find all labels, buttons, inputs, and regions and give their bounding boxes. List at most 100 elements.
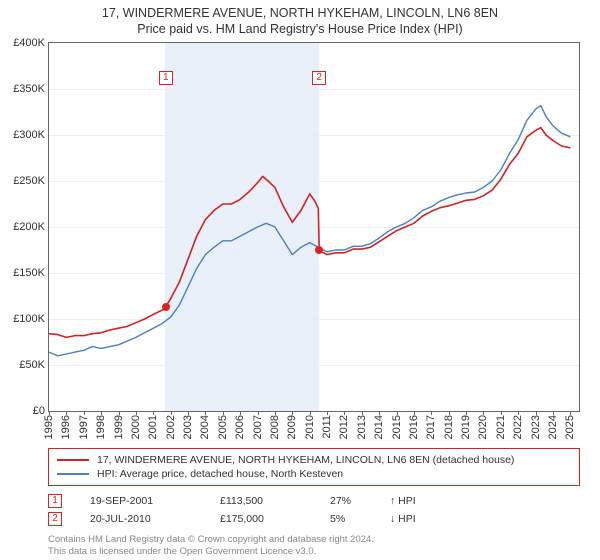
x-axis-label: 2016 (408, 415, 420, 439)
x-axis-label: 2024 (547, 415, 559, 439)
x-tick (240, 411, 241, 415)
sale-marker-1: 1 (159, 71, 173, 85)
x-tick (449, 411, 450, 415)
x-axis-label: 2008 (269, 415, 281, 439)
x-axis-label: 2015 (391, 415, 403, 439)
x-tick (188, 411, 189, 415)
x-tick (431, 411, 432, 415)
sales-pct: 27% (330, 495, 390, 507)
x-axis-label: 2011 (321, 415, 333, 439)
legend-label: HPI: Average price, detached house, Nort… (97, 468, 343, 480)
y-axis-label: £400K (13, 37, 45, 49)
x-axis-label: 1995 (43, 415, 55, 439)
x-axis-label: 2023 (530, 415, 542, 439)
x-axis-label: 2004 (199, 415, 211, 439)
y-axis-label: £100K (13, 313, 45, 325)
x-axis-label: 2003 (182, 415, 194, 439)
x-axis-label: 1996 (60, 415, 72, 439)
x-axis-label: 2025 (564, 415, 576, 439)
x-tick (518, 411, 519, 415)
x-axis-label: 2012 (338, 415, 350, 439)
x-tick (84, 411, 85, 415)
x-tick (171, 411, 172, 415)
x-axis-label: 2022 (512, 415, 524, 439)
x-tick (362, 411, 363, 415)
sales-price: £175,000 (220, 513, 330, 525)
x-axis-label: 2017 (425, 415, 437, 439)
x-axis-label: 1999 (113, 415, 125, 439)
x-axis-label: 2000 (130, 415, 142, 439)
x-tick (483, 411, 484, 415)
x-tick (501, 411, 502, 415)
x-axis-label: 2014 (373, 415, 385, 439)
series-property (49, 128, 570, 338)
x-tick (344, 411, 345, 415)
x-tick (570, 411, 571, 415)
x-tick (379, 411, 380, 415)
sale-dot-2 (315, 246, 323, 254)
x-tick (136, 411, 137, 415)
x-tick (223, 411, 224, 415)
sales-row-2: 2 20-JUL-2010£175,0005%↓ HPI (48, 510, 580, 528)
footer-attribution: Contains HM Land Registry data © Crown c… (48, 534, 580, 558)
x-tick (119, 411, 120, 415)
sale-dot-1 (162, 303, 170, 311)
x-axis-label: 2013 (356, 415, 368, 439)
x-axis-label: 2007 (252, 415, 264, 439)
sales-marker-2: 2 (48, 512, 62, 526)
x-tick (466, 411, 467, 415)
x-tick (310, 411, 311, 415)
y-axis-label: £300K (13, 129, 45, 141)
x-axis-label: 2018 (443, 415, 455, 439)
sales-row-1: 1 19-SEP-2001£113,50027%↑ HPI (48, 492, 580, 510)
x-tick (153, 411, 154, 415)
legend-swatch (57, 473, 89, 475)
x-tick (258, 411, 259, 415)
x-tick (101, 411, 102, 415)
x-axis-label: 2002 (165, 415, 177, 439)
y-axis-label: £350K (13, 83, 45, 95)
x-tick (536, 411, 537, 415)
y-axis-label: £250K (13, 175, 45, 187)
x-tick (275, 411, 276, 415)
legend-swatch (57, 459, 89, 461)
x-axis-label: 2020 (477, 415, 489, 439)
sales-pct: 5% (330, 513, 390, 525)
x-tick (414, 411, 415, 415)
sales-table: 1 19-SEP-2001£113,50027%↑ HPI 2 20-JUL-2010… (48, 492, 580, 528)
x-tick (553, 411, 554, 415)
sales-hpi-direction: ↑ HPI (390, 495, 438, 507)
x-tick (49, 411, 50, 415)
sales-date: 19-SEP-2001 (90, 495, 220, 507)
sales-marker-1: 1 (48, 494, 62, 508)
x-axis-label: 2005 (217, 415, 229, 439)
chart-subtitle: Price paid vs. HM Land Registry's House … (0, 20, 600, 42)
x-tick (205, 411, 206, 415)
x-tick (327, 411, 328, 415)
x-axis-label: 2001 (147, 415, 159, 439)
series-hpi (49, 106, 570, 356)
sales-hpi-direction: ↓ HPI (390, 513, 438, 525)
sale-marker-2: 2 (312, 71, 326, 85)
x-axis-label: 2006 (234, 415, 246, 439)
x-axis-label: 1997 (78, 415, 90, 439)
x-axis-label: 2021 (495, 415, 507, 439)
x-tick (397, 411, 398, 415)
x-tick (66, 411, 67, 415)
y-axis-label: £50K (19, 359, 45, 371)
x-axis-label: 2019 (460, 415, 472, 439)
x-axis-label: 2009 (286, 415, 298, 439)
chart-title-address: 17, WINDERMERE AVENUE, NORTH HYKEHAM, LI… (0, 0, 600, 20)
x-tick (292, 411, 293, 415)
line-chart: £0£50K£100K£150K£200K£250K£300K£350K£400… (48, 42, 580, 412)
x-axis-label: 1998 (95, 415, 107, 439)
sales-price: £113,500 (220, 495, 330, 507)
chart-svg (49, 43, 579, 411)
legend: 17, WINDERMERE AVENUE, NORTH HYKEHAM, LI… (48, 448, 580, 486)
legend-row-property: 17, WINDERMERE AVENUE, NORTH HYKEHAM, LI… (57, 453, 571, 467)
footer-line1: Contains HM Land Registry data © Crown c… (48, 534, 580, 546)
sales-date: 20-JUL-2010 (90, 513, 220, 525)
x-axis-label: 2010 (304, 415, 316, 439)
legend-row-hpi: HPI: Average price, detached house, Nort… (57, 467, 571, 481)
y-axis-label: £150K (13, 267, 45, 279)
